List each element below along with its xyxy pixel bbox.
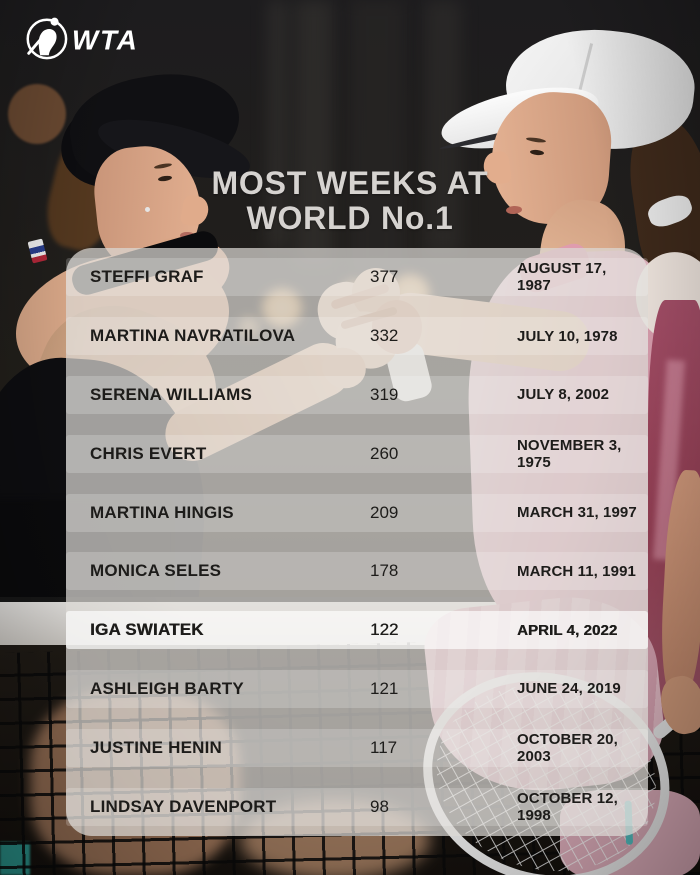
player-name: CHRIS EVERT — [90, 443, 207, 463]
wta-logo-text: WTA — [72, 24, 137, 55]
date-value: JULY 10, 1978 — [517, 327, 618, 345]
table-row: MONICA SELES 178 MARCH 11, 1991 — [66, 542, 648, 601]
table-row: CHRIS EVERT 260 NOVEMBER 3, 1975 — [66, 424, 648, 483]
player-name: MARTINA HINGIS — [90, 502, 234, 522]
weeks-value: 178 — [370, 561, 399, 581]
player-name: STEFFI GRAF — [90, 267, 204, 287]
wta-logo-mark — [26, 17, 68, 60]
weeks-value: 122 — [370, 620, 399, 640]
wta-logo: WTA — [26, 17, 137, 60]
date-value: MARCH 11, 1991 — [517, 562, 636, 580]
weeks-value: 377 — [370, 267, 399, 287]
weeks-value: 260 — [370, 443, 399, 463]
table-row: MARTINA NAVRATILOVA 332 JULY 10, 1978 — [66, 307, 648, 366]
table-row: SERENA WILLIAMS 319 JULY 8, 2002 — [66, 366, 648, 425]
weeks-value: 117 — [370, 737, 398, 757]
table-row: MARTINA HINGIS 209 MARCH 31, 1997 — [66, 483, 648, 542]
row-band — [66, 669, 648, 708]
date-value: OCTOBER 20, 2003 — [517, 730, 618, 765]
date-value: APRIL 4, 2022 — [517, 621, 618, 639]
stadium-pillar — [350, 0, 404, 275]
weeks-value: 332 — [370, 326, 399, 346]
row-band — [66, 258, 648, 297]
barty-hair-bun — [8, 84, 66, 144]
date-value: AUGUST 17, 1987 — [517, 260, 607, 295]
row-band — [66, 317, 648, 356]
leaderboard-panel: STEFFI GRAF 377 AUGUST 17, 1987 MARTINA … — [66, 248, 648, 836]
row-band — [66, 552, 648, 591]
page-title: MOST WEEKS AT WORLD No.1 — [0, 166, 700, 236]
date-value: NOVEMBER 3, 1975 — [517, 436, 622, 471]
player-name: JUSTINE HENIN — [90, 737, 223, 757]
player-name: MARTINA NAVRATILOVA — [90, 326, 296, 346]
row-band — [66, 611, 648, 650]
weeks-value: 319 — [370, 384, 399, 404]
row-band — [66, 375, 648, 414]
table-row: STEFFI GRAF 377 AUGUST 17, 1987 — [66, 248, 648, 307]
date-value: JUNE 24, 2019 — [517, 680, 621, 698]
date-value: MARCH 31, 1997 — [517, 504, 637, 522]
barty-earring — [145, 207, 150, 212]
weeks-value: 121 — [370, 678, 399, 698]
title-line-1: MOST WEEKS AT — [211, 165, 489, 201]
row-band — [66, 493, 648, 532]
stadium-pillar — [295, 0, 333, 265]
date-value: JULY 8, 2002 — [517, 386, 610, 404]
stadium-pillar — [268, 0, 288, 250]
table-row: IGA SWIATEK 122 APRIL 4, 2022 — [66, 601, 648, 660]
player-name: IGA SWIATEK — [90, 620, 204, 640]
table-row: LINDSAY DAVENPORT 98 OCTOBER 12, 1998 — [66, 777, 648, 836]
table-row: JUSTINE HENIN 117 OCTOBER 20, 2003 — [66, 718, 648, 777]
table-row: ASHLEIGH BARTY 121 JUNE 24, 2019 — [66, 660, 648, 719]
row-band — [66, 728, 648, 767]
weeks-value: 209 — [370, 502, 399, 522]
leaderboard-rows: STEFFI GRAF 377 AUGUST 17, 1987 MARTINA … — [66, 248, 648, 836]
player-name: SERENA WILLIAMS — [90, 384, 252, 404]
row-band — [66, 787, 648, 826]
player-name: MONICA SELES — [90, 561, 222, 581]
row-band — [66, 434, 648, 473]
weeks-value: 98 — [370, 796, 389, 816]
player-name: ASHLEIGH BARTY — [90, 678, 244, 698]
player-name: LINDSAY DAVENPORT — [90, 796, 277, 816]
title-line-2: WORLD No.1 — [246, 200, 454, 236]
date-value: OCTOBER 12, 1998 — [517, 789, 618, 824]
